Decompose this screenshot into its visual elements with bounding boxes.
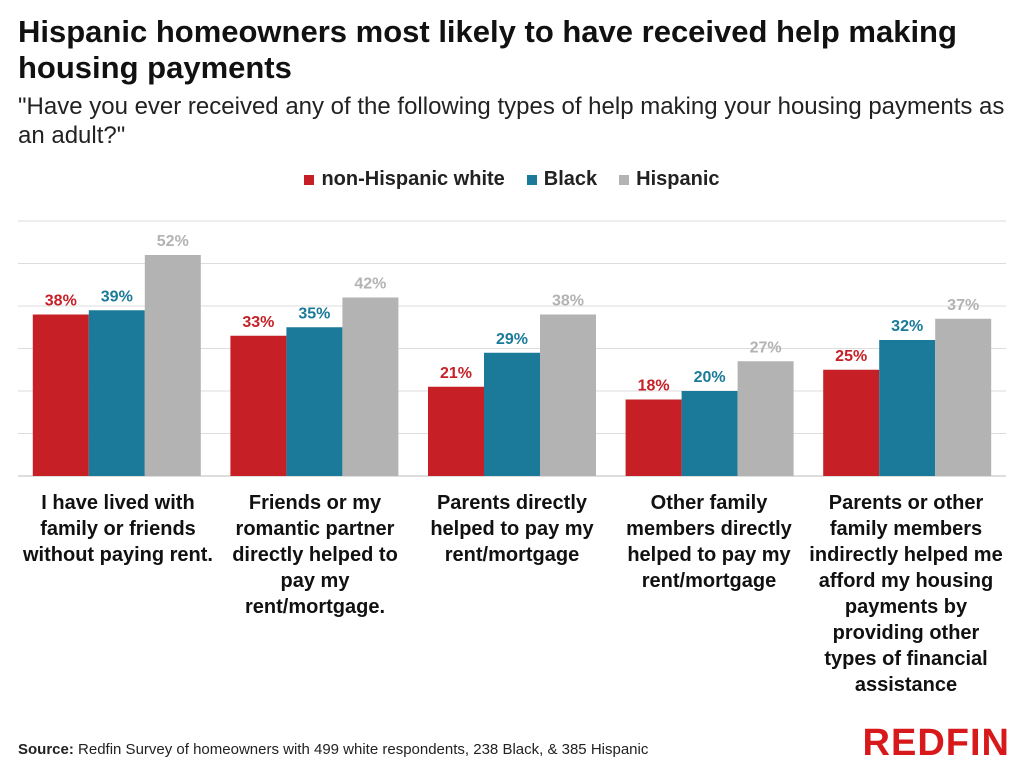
category-label-3: Other family members directly helped to … [626,492,792,592]
legend-item-black: Black [526,168,598,191]
source-label: Source: [18,741,74,758]
bar-2-2 [540,314,596,476]
legend-label-white: non-Hispanic white [321,168,505,190]
bar-3-2 [737,361,794,476]
legend-item-white: non-Hispanic white [304,168,505,191]
category-label-0: I have lived with family or friends with… [23,492,213,566]
bar-4-1 [879,340,936,476]
data-label-3-1: 20% [694,369,726,386]
bar-1-2 [342,297,399,476]
source-text: Redfin Survey of homeowners with 499 whi… [78,741,649,758]
bar-0-2 [144,255,201,476]
data-label-4-1: 32% [891,318,923,335]
category-label-4: Parents or other family members indirect… [809,492,1003,696]
legend-swatch-black [526,174,537,185]
data-label-4-2: 37% [947,297,979,314]
source-note: Source: Redfin Survey of homeowners with… [18,741,648,758]
bar-2-1 [484,352,540,476]
data-label-3-0: 18% [638,378,670,395]
legend-label-hispanic: Hispanic [636,168,720,190]
bar-3-1 [681,391,738,476]
data-label-0-1: 39% [101,288,133,305]
category-label-1: Friends or my romantic partner directly … [232,492,398,618]
bar-0-0 [32,314,89,476]
data-label-2-0: 21% [440,365,472,382]
legend: non-Hispanic white Black Hispanic [0,168,1024,191]
bar-4-2 [935,318,992,476]
data-label-2-2: 38% [552,293,584,310]
legend-label-black: Black [543,168,598,190]
bar-0-1 [88,310,145,476]
bar-2-0 [428,386,484,476]
data-label-2-1: 29% [496,331,528,348]
bar-4-0 [823,369,880,476]
bar-3-0 [625,399,682,476]
redfin-logo: REDFIN [862,722,1010,764]
bar-chart: 38% 39% 52% 33% 35% 42% 21% 29% 38% 18% 20% 27% 25% 3… [18,220,1006,477]
data-label-1-1: 35% [298,305,330,322]
bar-1-1 [286,327,343,476]
category-label-2: Parents directly helped to pay my rent/m… [430,492,594,566]
data-label-4-0: 25% [835,348,867,365]
legend-swatch-white [304,174,315,185]
data-label-1-0: 33% [242,314,274,331]
bar-1-0 [230,335,287,476]
data-label-0-0: 38% [45,293,77,310]
legend-swatch-hispanic [619,174,630,185]
data-label-0-2: 52% [157,233,189,250]
chart-title: Hispanic homeowners most likely to have … [18,14,957,85]
data-label-3-2: 27% [750,339,782,356]
legend-item-hispanic: Hispanic [619,168,720,191]
data-label-1-2: 42% [354,276,386,293]
chart-subtitle: "Have you ever received any of the follo… [18,93,1005,149]
